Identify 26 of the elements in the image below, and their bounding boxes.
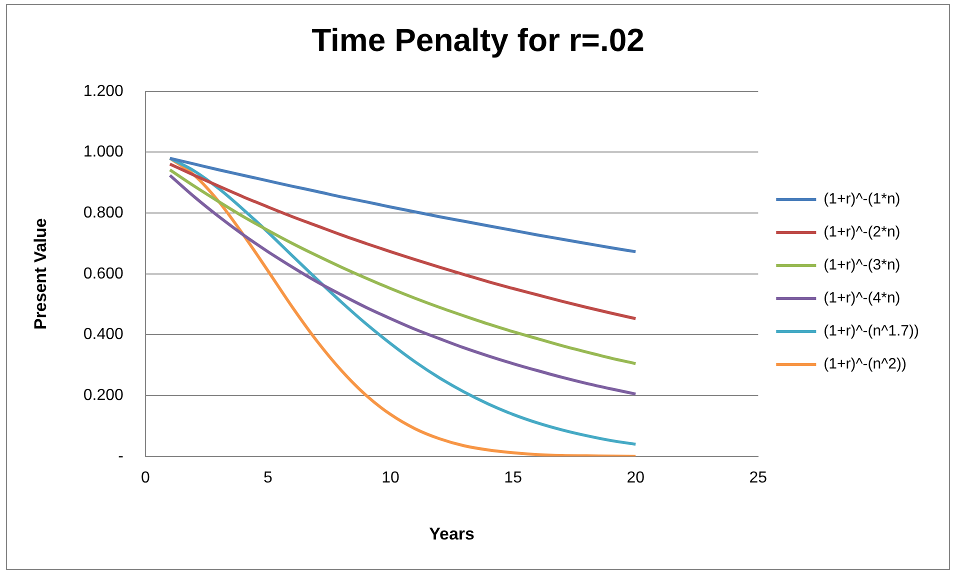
legend-label: (1+r)^-(n^2)) xyxy=(824,356,907,373)
x-axis-title: Years xyxy=(429,524,474,544)
y-tick-label: 0.200 xyxy=(83,386,124,404)
y-tick-label: 0.800 xyxy=(83,204,124,222)
y-tick-label: 0.600 xyxy=(83,265,124,282)
x-tick-label: 25 xyxy=(749,469,768,486)
y-tick-label: 1.000 xyxy=(83,144,124,161)
line-series xyxy=(168,156,638,254)
legend-label: (1+r)^-(2*n) xyxy=(824,224,900,241)
y-tick-label: - xyxy=(118,448,124,465)
line-series xyxy=(168,174,638,396)
chart-title: Time Penalty for r=.02 xyxy=(312,22,644,58)
line-series xyxy=(168,168,638,366)
y-tick-label: 0.400 xyxy=(83,326,124,344)
legend-label: (1+r)^-(4*n) xyxy=(824,290,900,307)
x-tick-label: 0 xyxy=(140,469,150,486)
x-tick-label: 20 xyxy=(626,469,645,486)
legend-label: (1+r)^-(1*n) xyxy=(824,190,900,208)
line-series xyxy=(168,162,638,320)
y-tick-label: 1.200 xyxy=(83,82,124,100)
y-axis-title: Present Value xyxy=(30,218,50,330)
legend-label: (1+r)^-(n^1.7)) xyxy=(824,322,920,340)
x-tick-label: 10 xyxy=(382,469,400,486)
legend-label: (1+r)^-(3*n) xyxy=(824,256,900,274)
x-tick-label: 5 xyxy=(264,469,273,486)
x-tick-label: 15 xyxy=(504,469,522,486)
